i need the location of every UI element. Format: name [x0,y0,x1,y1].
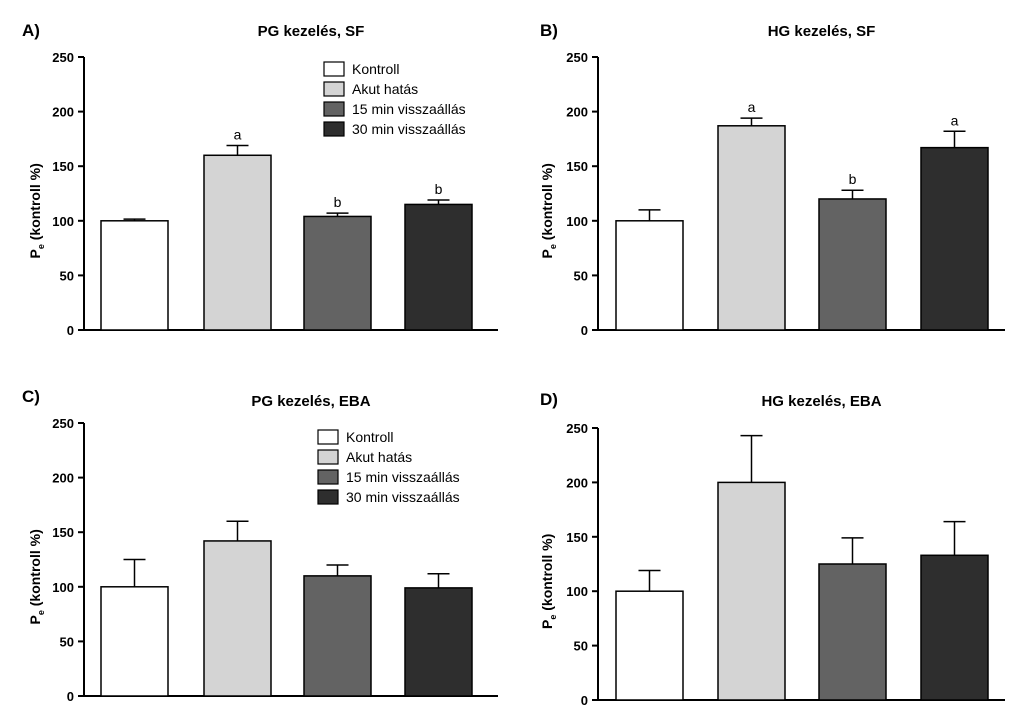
panel-letter: D) [540,390,558,409]
legend-swatch-3 [323,121,345,137]
bar-3 [404,587,473,697]
bar-3 [920,554,989,701]
legend-swatch-1 [323,81,345,97]
y-tick-label: 0 [67,323,74,338]
significance-label-3: a [951,112,959,128]
y-axis-title: Pe (kontroll %) [539,163,558,258]
y-tick-label: 200 [52,105,74,120]
legend-label-0: Kontroll [346,429,393,445]
y-tick-label: 100 [566,214,588,229]
significance-label-2: b [334,194,342,210]
legend-swatch-0 [323,61,345,77]
panel-letter: B) [540,21,558,40]
y-tick-label: 200 [52,471,74,486]
y-tick-label: 100 [566,584,588,599]
significance-label-1: a [234,126,242,142]
legend-label-2: 15 min visszaállás [346,469,460,485]
panel-letter: C) [22,387,40,406]
y-tick-label: 0 [581,693,588,708]
y-axis-title-main: P [539,249,555,258]
y-tick-label: 100 [52,580,74,595]
legend-swatch-1 [317,449,339,465]
y-tick-label: 150 [52,159,74,174]
legend-label-3: 30 min visszaállás [346,489,460,505]
y-tick-label: 0 [581,323,588,338]
chart-title: PG kezelés, SF [258,23,365,40]
legend-swatch-2 [317,469,339,485]
bar-0 [100,586,169,697]
significance-label-1: a [748,99,756,115]
legend-label-3: 30 min visszaállás [352,121,466,137]
bar-1 [203,540,272,697]
legend-label-1: Akut hatás [352,81,418,97]
legend-swatch-0 [317,429,339,445]
chart-panel-3: D) HG kezelés, EBA 0 50 100 150 200 250 Pe (kont… [539,390,1005,708]
y-axis-title-rest: (kontroll %) [539,163,555,244]
bar-1 [717,125,786,331]
y-axis-title: Pe (kontroll %) [27,163,46,258]
bar-2 [818,198,887,331]
y-tick-label: 200 [566,475,588,490]
y-tick-label: 150 [566,159,588,174]
y-axis-title-subscript: e [548,615,558,620]
chart-panel-1: B) HG kezelés, SF 0 50 100 150 200 250 Pe (kontr… [539,21,1005,338]
bar-2 [303,575,372,697]
legend-label-1: Akut hatás [346,449,412,465]
y-tick-label: 250 [52,50,74,65]
bar-0 [615,590,684,701]
bar-0 [100,220,169,331]
chart-title: HG kezelés, EBA [761,393,881,410]
y-tick-label: 0 [67,689,74,704]
y-axis-title-subscript: e [36,610,46,615]
y-tick-label: 50 [574,268,588,283]
y-tick-label: 250 [566,421,588,436]
y-axis-title-subscript: e [36,244,46,249]
y-axis-title-main: P [27,249,43,258]
y-axis-title-subscript: e [548,244,558,249]
y-axis-title-rest: (kontroll %) [27,163,43,244]
chart-panel-0: A) PG kezelés, SF 0 50 100 150 200 250 Pe (kontr… [22,21,498,338]
y-tick-label: 150 [52,525,74,540]
y-tick-label: 50 [60,268,74,283]
y-tick-label: 250 [566,50,588,65]
bar-0 [615,220,684,331]
legend-label-2: 15 min visszaállás [352,101,466,117]
bar-1 [717,481,786,701]
significance-label-3: b [435,181,443,197]
y-tick-label: 200 [566,105,588,120]
y-axis-title-rest: (kontroll %) [27,529,43,610]
bar-3 [920,146,989,331]
y-tick-label: 50 [60,634,74,649]
y-axis-title: Pe (kontroll %) [539,534,558,629]
bar-2 [818,563,887,701]
panel-letter: A) [22,21,40,40]
y-axis-title-rest: (kontroll %) [539,534,555,615]
chart-title: PG kezelés, EBA [251,393,370,410]
significance-label-2: b [849,171,857,187]
chart-panel-2: C) PG kezelés, EBA 0 50 100 150 200 250 Pe (kont… [22,387,498,704]
bar-1 [203,154,272,331]
bar-2 [303,215,372,331]
legend-label-0: Kontroll [352,61,399,77]
legend-swatch-2 [323,101,345,117]
legend-swatch-3 [317,489,339,505]
y-axis-title: Pe (kontroll %) [27,529,46,624]
y-tick-label: 250 [52,416,74,431]
y-axis-title-main: P [539,620,555,629]
y-tick-label: 150 [566,530,588,545]
y-axis-title-main: P [27,615,43,624]
chart-title: HG kezelés, SF [768,23,876,40]
y-tick-label: 50 [574,639,588,654]
y-tick-label: 100 [52,214,74,229]
bar-3 [404,203,473,331]
